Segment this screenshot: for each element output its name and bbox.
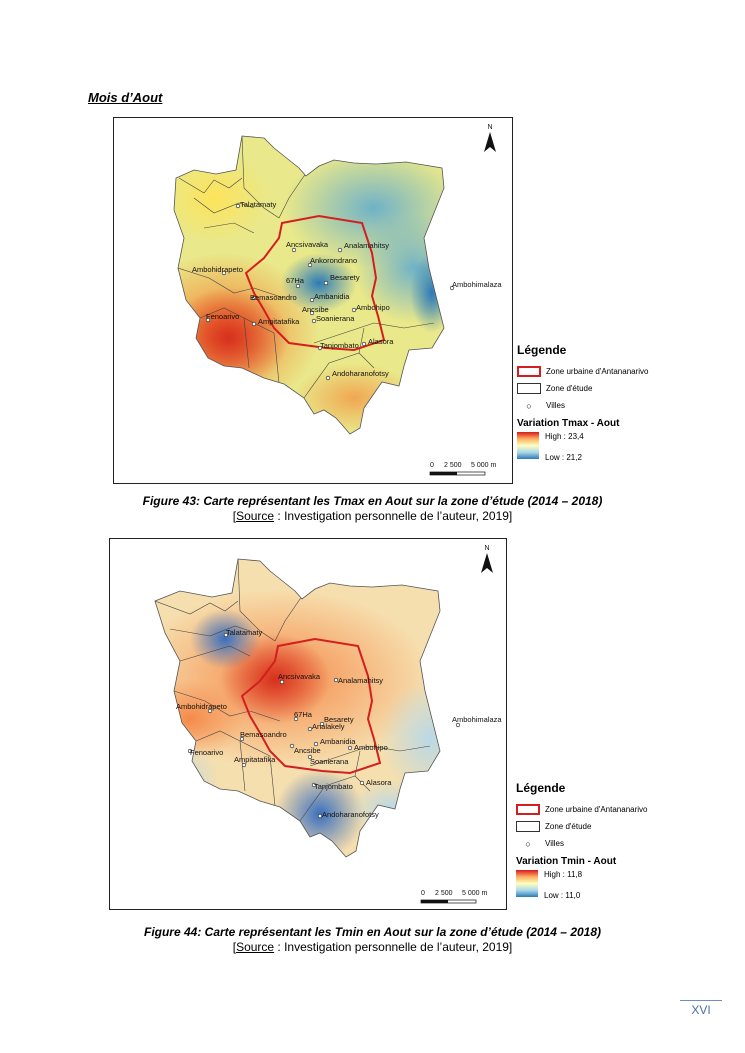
place-label: Ancsivavaka	[278, 672, 321, 681]
legend-zone-label: Zone d'étude	[546, 384, 593, 393]
place-label: Analamahitsy	[344, 241, 389, 250]
color-ramp	[516, 870, 538, 897]
svg-text:5 000 m: 5 000 m	[462, 890, 487, 897]
place-label: Ancsibe	[294, 746, 321, 755]
north-arrow-icon	[481, 553, 493, 573]
study-zone-swatch	[516, 821, 540, 832]
figure-title: Figure 44: Carte représentant les Tmin e…	[143, 925, 602, 939]
north-arrow-icon	[484, 132, 496, 152]
legend-row-villes: ○ Villes	[517, 397, 672, 414]
place-label: Ancsivavaka	[286, 240, 329, 249]
place-label: Ancsibe	[302, 305, 329, 314]
figure-title: Figure 43: Carte représentant les Tmax e…	[142, 494, 603, 508]
place-label: Ampitatafika	[234, 755, 276, 764]
place-labels: Talatamaty Ancsivavaka Analamahitsy Anko…	[192, 200, 502, 381]
place-labels: Talatamaty Ancsivavaka Analamahitsy Ambo…	[176, 628, 502, 819]
place-label: Alasora	[368, 337, 394, 346]
section-title: Mois d’Aout	[88, 90, 163, 105]
legend-villes-label: Villes	[545, 839, 564, 848]
place-label: Analamahitsy	[338, 676, 383, 685]
legend-tmin: Légende Zone urbaine d'Antananarivo Zone…	[516, 781, 676, 900]
legend-row-zone: Zone d'étude	[516, 818, 676, 835]
place-label: Tanjombato	[314, 782, 353, 791]
color-ramp	[517, 432, 539, 459]
north-label: N	[487, 124, 492, 131]
place-label: Ambohimalaza	[452, 280, 502, 289]
place-label: Ambohimalaza	[452, 715, 502, 724]
legend-zone-label: Zone d'étude	[545, 822, 592, 831]
legend-tmax: Légende Zone urbaine d'Antananarivo Zone…	[517, 343, 672, 462]
svg-text:0: 0	[430, 462, 434, 469]
legend-row-zone: Zone d'étude	[517, 380, 672, 397]
ramp-low-label: Low : 11,0	[544, 891, 581, 900]
place-label: Fenoarivo	[206, 312, 239, 321]
map-tmin-canvas: N 0 2 500 5 000 m Talatamaty Ancsivavaka…	[154, 545, 502, 904]
ramp-high-label: High : 11,8	[544, 870, 583, 879]
place-label: Ambohidrapeto	[192, 265, 243, 274]
place-label: Ambohipo	[354, 743, 388, 752]
place-label: Analakely	[312, 722, 345, 731]
place-label: Alasora	[366, 778, 392, 787]
place-label: Bemasoandro	[250, 293, 297, 302]
figure-source: [Source : Investigation personnelle de l…	[232, 940, 513, 954]
legend-row-urban: Zone urbaine d'Antananarivo	[517, 363, 672, 380]
place-label: 67Ha	[286, 276, 305, 285]
figure-43-caption: Figure 43: Carte représentant les Tmax e…	[0, 494, 745, 524]
town-point-icon: ○	[526, 400, 532, 411]
scale-bar: 0 2 500 5 000 m	[429, 462, 496, 476]
urban-zone-swatch	[517, 366, 541, 377]
place-label: Tanjombato	[320, 341, 359, 350]
legend-villes-label: Villes	[546, 401, 565, 410]
scale-bar: 0 2 500 5 000 m	[420, 890, 487, 904]
ramp-low-label: Low : 21,2	[545, 453, 582, 462]
place-label: Soanierana	[316, 314, 355, 323]
svg-text:5 000 m: 5 000 m	[471, 462, 496, 469]
variation-title: Variation Tmax - Aout	[517, 418, 620, 429]
place-label: Ambanidia	[320, 737, 356, 746]
ramp-high-label: High : 23,4	[545, 432, 584, 441]
north-label: N	[484, 545, 489, 552]
place-label: Andoharanofotsy	[322, 810, 379, 819]
legend-title: Légende	[517, 343, 567, 357]
legend-row-urban: Zone urbaine d'Antananarivo	[516, 801, 676, 818]
svg-text:0: 0	[421, 890, 425, 897]
figure-44-caption: Figure 44: Carte représentant les Tmin e…	[0, 925, 745, 955]
place-label: Bemasoandro	[240, 730, 287, 739]
place-label: 67Ha	[294, 710, 313, 719]
figure-source: [Source : Investigation personnelle de l…	[232, 509, 513, 523]
place-label: Ankorondrano	[310, 256, 357, 265]
place-label: Ambohipo	[356, 303, 390, 312]
legend-title: Légende	[516, 781, 566, 795]
svg-text:2 500: 2 500	[444, 462, 462, 469]
place-label: Soanierana	[310, 757, 349, 766]
place-label: Andoharanofotsy	[332, 369, 389, 378]
map-tmax-canvas: N 0 2 500 5 000 m Talatamaty Ancsivavaka…	[173, 124, 502, 476]
place-label: Ampitatafika	[258, 317, 300, 326]
svg-text:2 500: 2 500	[435, 890, 453, 897]
place-label: Talatamaty	[240, 200, 277, 209]
map-tmin: N 0 2 500 5 000 m Talatamaty Ancsivavaka…	[109, 538, 507, 910]
town-point-icon: ○	[525, 838, 531, 849]
legend-urban-label: Zone urbaine d'Antananarivo	[546, 367, 649, 376]
place-label: Ambohidrapeto	[176, 702, 227, 711]
map-tmax: N 0 2 500 5 000 m Talatamaty Ancsivavaka…	[113, 117, 513, 484]
urban-zone-swatch	[516, 804, 540, 815]
page-number: XVI	[680, 1000, 722, 1017]
place-label: Besarety	[324, 715, 354, 724]
place-label: Talatamaty	[226, 628, 263, 637]
study-zone-swatch	[517, 383, 541, 394]
variation-title: Variation Tmin - Aout	[516, 856, 617, 867]
place-label: Ambanidia	[314, 292, 350, 301]
place-label: Besarety	[330, 273, 360, 282]
legend-urban-label: Zone urbaine d'Antananarivo	[545, 805, 648, 814]
legend-row-villes: ○ Villes	[516, 835, 676, 852]
place-label: Fenoarivo	[190, 748, 223, 757]
